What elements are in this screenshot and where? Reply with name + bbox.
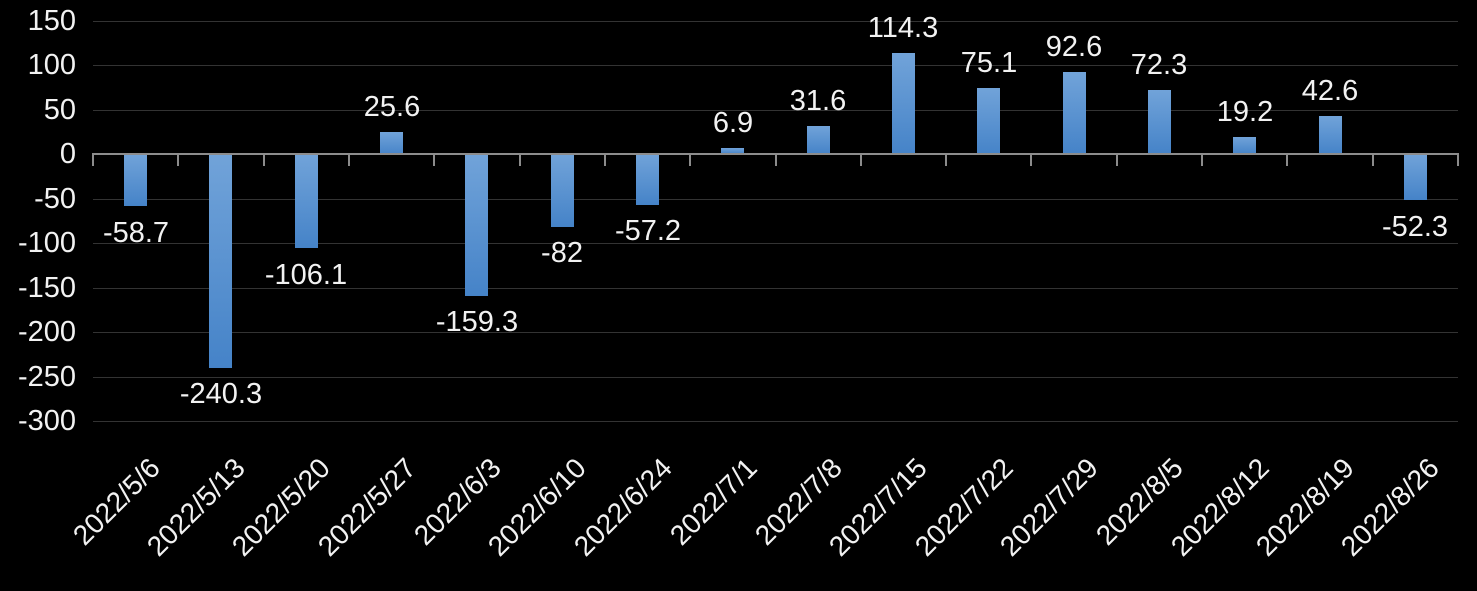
data-label: 19.2 xyxy=(1216,96,1274,128)
bar xyxy=(636,154,659,205)
bar xyxy=(892,53,915,155)
y-axis-tick-label: 0 xyxy=(59,138,76,170)
data-label: -82 xyxy=(541,237,583,269)
bar xyxy=(1404,154,1427,200)
bar xyxy=(209,154,232,368)
x-axis-tick xyxy=(689,153,691,166)
bar xyxy=(1148,90,1171,154)
x-axis-tick xyxy=(1201,153,1203,166)
data-label: -57.2 xyxy=(614,215,682,247)
data-label: 114.3 xyxy=(867,12,939,44)
bar xyxy=(124,154,147,206)
data-label: 72.3 xyxy=(1130,49,1188,81)
data-label: 31.6 xyxy=(789,85,847,117)
data-label: 75.1 xyxy=(960,47,1018,79)
x-axis-tick xyxy=(1372,153,1374,166)
y-axis-tick-label: -300 xyxy=(17,405,76,437)
x-axis-tick xyxy=(945,153,947,166)
data-label: -52.3 xyxy=(1381,211,1449,243)
bar xyxy=(551,154,574,227)
bar xyxy=(1063,72,1086,154)
y-axis-tick-label: -150 xyxy=(17,272,76,304)
x-axis-tick xyxy=(1116,153,1118,166)
bar xyxy=(1319,116,1342,154)
data-label: -240.3 xyxy=(179,378,263,410)
y-axis-tick-label: -200 xyxy=(17,316,76,348)
gridline xyxy=(93,332,1458,333)
data-label: 25.6 xyxy=(363,91,421,123)
data-label: 92.6 xyxy=(1045,31,1103,63)
data-label: -106.1 xyxy=(264,259,348,291)
bar xyxy=(465,154,488,296)
x-axis-tick xyxy=(519,153,521,166)
y-axis-tick-label: -250 xyxy=(17,361,76,393)
gridline xyxy=(93,421,1458,422)
gridline xyxy=(93,65,1458,66)
gridline xyxy=(93,288,1458,289)
gridline xyxy=(93,243,1458,244)
gridline xyxy=(93,110,1458,111)
x-axis-tick xyxy=(775,153,777,166)
bar xyxy=(380,132,403,155)
x-axis-tick xyxy=(263,153,265,166)
bar xyxy=(807,126,830,154)
y-axis-tick-label: 150 xyxy=(27,5,76,37)
data-label: 42.6 xyxy=(1301,75,1359,107)
x-axis-tick xyxy=(348,153,350,166)
y-axis-tick-label: 100 xyxy=(27,49,76,81)
data-label: -58.7 xyxy=(102,217,170,249)
gridline xyxy=(93,21,1458,22)
x-axis-tick xyxy=(1457,153,1459,166)
x-axis-tick xyxy=(433,153,435,166)
gridline xyxy=(93,199,1458,200)
y-axis-tick-label: -100 xyxy=(17,227,76,259)
data-label: 6.9 xyxy=(712,107,754,139)
y-axis-tick-label: 50 xyxy=(43,94,76,126)
bar xyxy=(977,88,1000,155)
x-axis-tick xyxy=(1030,153,1032,166)
x-axis-tick xyxy=(604,153,606,166)
gridline xyxy=(93,377,1458,378)
x-axis-tick xyxy=(860,153,862,166)
x-axis-tick xyxy=(177,153,179,166)
bar xyxy=(1233,137,1256,154)
x-axis-tick xyxy=(92,153,94,166)
bar xyxy=(721,148,744,154)
data-label: -159.3 xyxy=(435,306,519,338)
x-axis-tick xyxy=(1286,153,1288,166)
y-axis-tick-label: -50 xyxy=(34,183,76,215)
bar xyxy=(295,154,318,248)
